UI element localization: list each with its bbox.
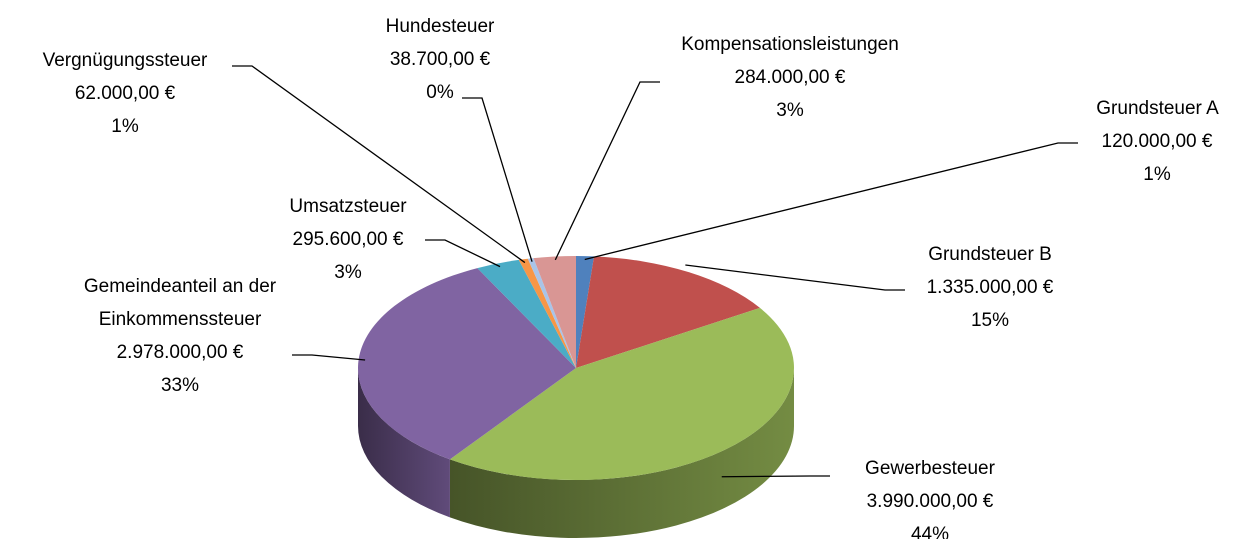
pie-slice [518, 258, 576, 368]
data-label: Gewerbesteuer 3.990.000,00 € 44% [835, 452, 1025, 539]
pie-slice [576, 256, 760, 368]
pie-slice [477, 259, 576, 368]
percent-label: 33% [160, 375, 200, 396]
category-name: Grundsteuer B [928, 244, 1052, 265]
data-label: Grundsteuer A 120.000,00 € 1% [1062, 92, 1245, 191]
percent-label: 0% [426, 82, 454, 103]
value-label: 120.000,00 € [1101, 131, 1213, 152]
pie-slice [533, 256, 576, 368]
pie-slice [576, 256, 595, 368]
category-name: Hundesteuer [385, 16, 495, 37]
value-label: 62.000,00 € [74, 83, 176, 104]
percent-label: 15% [970, 310, 1010, 331]
category-name: Gewerbesteuer [865, 458, 995, 479]
data-label: Grundsteuer B 1.335.000,00 € 15% [895, 238, 1085, 337]
data-label: Umsatzsteuer 295.600,00 € 3% [263, 190, 433, 289]
value-label: 295.600,00 € [292, 229, 404, 250]
data-label: Gemeindeanteil an der Einkommenssteuer 2… [65, 270, 295, 402]
value-label: 1.335.000,00 € [926, 277, 1054, 298]
category-name: Umsatzsteuer [289, 196, 407, 217]
leader-line [292, 354, 366, 361]
data-label: Hundesteuer 38.700,00 € 0% [360, 10, 520, 109]
leader-line [584, 142, 1078, 261]
leader-line [721, 475, 830, 478]
leader-line [232, 65, 526, 264]
category-name: Vergnügungssteuer [42, 50, 208, 71]
pie-slice [358, 268, 576, 460]
percent-label: 44% [910, 524, 950, 539]
percent-label: 3% [776, 100, 804, 121]
value-label: 2.978.000,00 € [116, 342, 244, 363]
pie-side [358, 368, 450, 518]
leader-line [685, 264, 905, 291]
data-label: Kompensationsleistungen 284.000,00 € 3% [655, 28, 925, 127]
percent-label: 1% [1143, 164, 1171, 185]
leader-line [425, 239, 501, 268]
pie-side [449, 368, 794, 538]
value-label: 284.000,00 € [734, 67, 846, 88]
percent-label: 1% [111, 116, 139, 137]
percent-label: 3% [334, 262, 362, 283]
leader-line [462, 97, 533, 262]
category-name: Gemeindeanteil an der Einkommenssteuer [83, 276, 277, 330]
pie-slice [449, 307, 794, 480]
category-name: Kompensationsleistungen [681, 34, 899, 55]
value-label: 3.990.000,00 € [866, 491, 994, 512]
pie-slice [527, 258, 576, 368]
data-label: Vergnügungssteuer 62.000,00 € 1% [5, 44, 245, 143]
category-name: Grundsteuer A [1096, 98, 1218, 119]
leader-line [554, 81, 660, 261]
value-label: 38.700,00 € [389, 49, 491, 70]
